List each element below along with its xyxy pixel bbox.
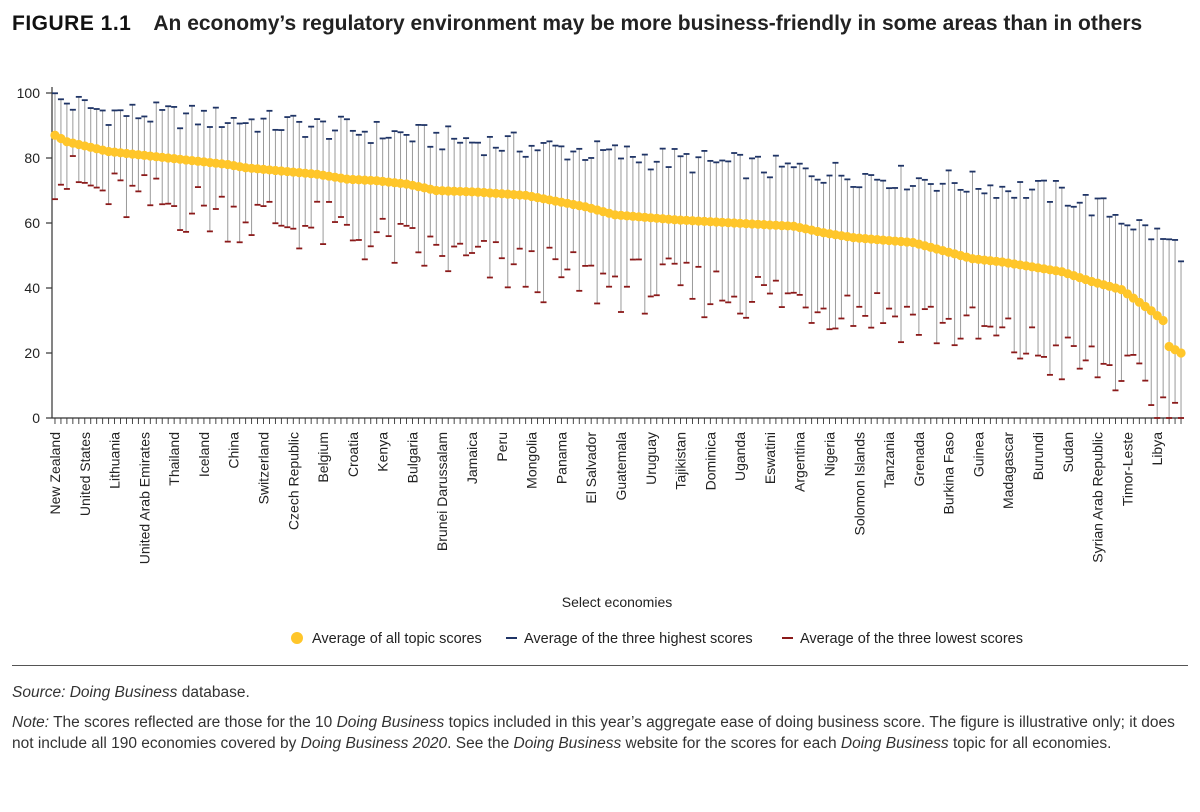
economy-labels: New Zealand United States Lithuania United …: [47, 432, 1165, 565]
economy-label: United Arab Emirates: [136, 432, 152, 564]
economy-label: Timor-Leste: [1119, 432, 1135, 506]
note-db-3: Doing Business: [513, 735, 622, 752]
economy-label: Sudan: [1060, 432, 1076, 472]
range-chart: 0 20 40 60 80 100 New Zealand United States Lit…: [17, 85, 1186, 647]
economy-label: Panama: [553, 432, 569, 484]
economy-label: Burkina Faso: [941, 432, 957, 515]
source-prefix: Source:: [12, 684, 66, 701]
economy-label: United States: [77, 432, 93, 516]
average-dots: [50, 130, 1186, 358]
average-dot: [1176, 348, 1186, 358]
economy-label: Thailand: [166, 432, 182, 486]
note-text-5: topic for all economies.: [952, 735, 1112, 752]
average-dot: [1158, 315, 1168, 326]
economy-label: Croatia: [345, 432, 361, 477]
economy-label: Uruguay: [643, 432, 659, 485]
economy-label: Peru: [494, 432, 510, 462]
economy-label: Belgium: [315, 432, 331, 483]
economy-label: Madagascar: [1000, 432, 1016, 509]
note-db-4: Doing Business: [840, 735, 949, 752]
figure-number: FIGURE 1.1: [12, 12, 132, 35]
x-axis-title: Select economies: [562, 594, 673, 610]
economy-label: Mongolia: [524, 432, 540, 489]
y-tick-label: 80: [24, 150, 40, 166]
note-paragraph: Note: The scores reflected are those for…: [12, 712, 1188, 754]
economy-label: Syrian Arab Republic: [1090, 432, 1106, 563]
note-label: Note:: [12, 714, 50, 731]
note-db-2: Doing Business 2020: [300, 735, 448, 752]
y-tick-label: 20: [24, 345, 40, 361]
y-tick-label: 0: [32, 410, 40, 426]
y-tick-label: 40: [24, 280, 40, 296]
note-db-1: Doing Business: [336, 714, 445, 731]
economy-label: Bulgaria: [404, 432, 420, 484]
economy-label: Eswatini: [762, 432, 778, 484]
economy-label: Kenya: [375, 432, 391, 472]
low-markers: [51, 155, 1185, 419]
economy-label: El Salvador: [583, 432, 599, 504]
economy-label: Brunei Darussalam: [434, 432, 450, 551]
economy-label: New Zealand: [47, 432, 63, 515]
legend: Average of all topic scores Average of t…: [291, 631, 1023, 647]
y-tick-label: 60: [24, 215, 40, 231]
note-text-3: . See the: [447, 735, 510, 752]
source-line: Source: Doing Business database.: [12, 684, 250, 702]
economy-label: Iceland: [196, 432, 212, 477]
source-suffix: database.: [181, 684, 250, 701]
figure-title: FIGURE 1.1 An economy’s regulatory enviro…: [12, 12, 1142, 36]
economy-label: Lithuania: [107, 432, 123, 489]
economy-label: Libya: [1149, 432, 1165, 466]
y-axis: 0 20 40 60 80 100: [17, 85, 53, 426]
economy-label: Solomon Islands: [851, 432, 867, 536]
legend-low-label: Average of the three lowest scores: [800, 631, 1023, 647]
legend-avg-swatch: [291, 632, 303, 644]
legend-high-label: Average of the three highest scores: [524, 631, 753, 647]
divider: [12, 665, 1188, 666]
note-text-4: website for the scores for each: [625, 735, 837, 752]
economy-label: Czech Republic: [285, 432, 301, 530]
x-axis: [52, 417, 1184, 424]
economy-label: China: [226, 432, 242, 469]
high-markers: [51, 92, 1185, 263]
economy-label: Tajikistan: [673, 432, 689, 490]
economy-label: Burundi: [1030, 432, 1046, 480]
note-text-1: The scores reflected are those for the 1…: [53, 714, 333, 731]
note-text-2: topics included in this year’s aggregate…: [12, 714, 1175, 752]
legend-avg-label: Average of all topic scores: [312, 631, 482, 647]
economy-label: Nigeria: [822, 432, 838, 477]
economy-label: Switzerland: [256, 432, 272, 504]
source-db: Doing Business: [69, 684, 178, 701]
economy-label: Guatemala: [613, 432, 629, 501]
economy-label: Argentina: [792, 432, 808, 492]
economy-label: Guinea: [970, 432, 986, 477]
y-tick-label: 100: [17, 85, 41, 101]
economy-label: Jamaica: [464, 432, 480, 484]
economy-label: Grenada: [911, 432, 927, 487]
economy-label: Tanzania: [881, 432, 897, 488]
economy-label: Uganda: [732, 432, 748, 481]
range-lines: [54, 93, 1182, 418]
figure-caption: An economy’s regulatory environment may …: [153, 12, 1143, 35]
economy-label: Dominica: [702, 432, 718, 491]
